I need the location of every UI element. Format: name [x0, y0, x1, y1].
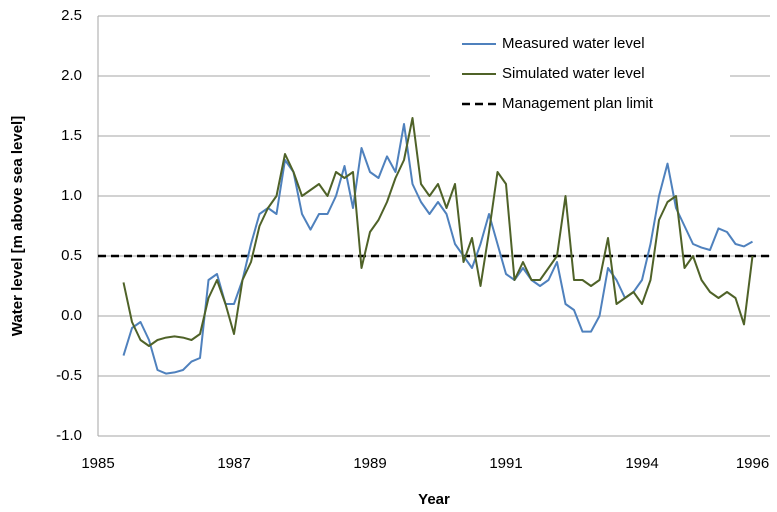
legend-label: Measured water level — [502, 35, 645, 52]
series-line — [122, 117, 754, 347]
x-axis-title: Year — [418, 491, 450, 508]
y-tick-label: 0.0 — [61, 307, 82, 324]
y-tick-label: 1.0 — [61, 187, 82, 204]
legend-label: Management plan limit — [502, 95, 654, 112]
x-tick-label: 1987 — [217, 455, 250, 472]
x-tick-label: 1996 — [736, 455, 769, 472]
y-axis-title: Water level [m above sea level] — [9, 116, 26, 336]
y-tick-label: 2.5 — [61, 7, 82, 24]
x-tick-label: 1991 — [489, 455, 522, 472]
legend-label: Simulated water level — [502, 65, 645, 82]
y-tick-label: -1.0 — [56, 427, 82, 444]
x-tick-label: 1994 — [625, 455, 658, 472]
x-tick-label: 1985 — [81, 455, 114, 472]
series-line — [122, 123, 753, 375]
y-tick-label: -0.5 — [56, 367, 82, 384]
y-tick-label: 2.0 — [61, 67, 82, 84]
y-tick-label: 1.5 — [61, 127, 82, 144]
x-tick-label: 1989 — [353, 455, 386, 472]
legend-box — [430, 30, 730, 140]
y-tick-label: 0.5 — [61, 247, 82, 264]
